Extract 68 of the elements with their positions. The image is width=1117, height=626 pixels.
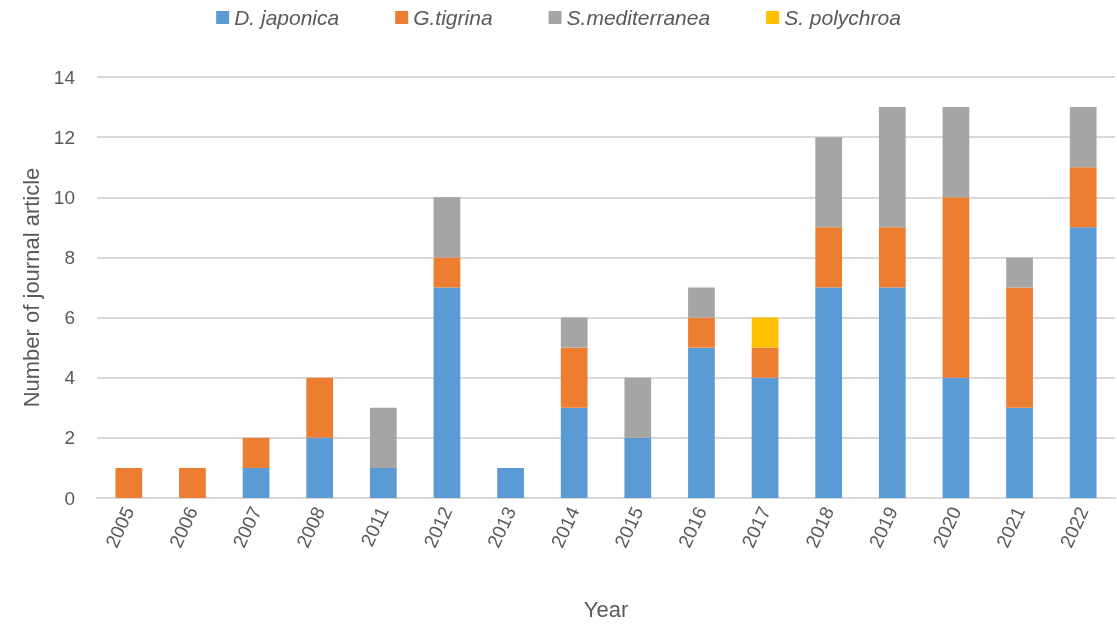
bar <box>497 467 524 498</box>
x-axis-title: Year <box>583 596 629 622</box>
x-tick-label: 2018 <box>801 503 839 551</box>
legend-label: S. polychroa <box>784 6 901 29</box>
bar <box>751 347 779 378</box>
y-tick-label: 10 <box>53 186 75 208</box>
x-tick-label: 2019 <box>864 503 902 551</box>
y-tick-label: 0 <box>64 487 75 509</box>
x-tick-label: 2020 <box>928 503 966 551</box>
y-tick-label: 8 <box>64 246 75 268</box>
bar <box>815 287 843 498</box>
y-tick-label: 2 <box>64 427 75 449</box>
y-tick-label: 12 <box>53 126 75 148</box>
legend-label: D. japonica <box>234 6 340 29</box>
bar <box>751 317 779 348</box>
x-tick-label: 2016 <box>674 503 711 551</box>
bar <box>815 137 843 228</box>
y-axis-title: Number of journal article <box>19 167 45 408</box>
bar <box>369 407 397 468</box>
bar <box>624 437 652 498</box>
x-tick-label: 2012 <box>419 503 457 551</box>
x-tick-label: 2015 <box>610 503 648 551</box>
bar <box>433 257 461 288</box>
bar <box>560 347 588 408</box>
bar <box>942 107 970 198</box>
bar <box>179 467 206 498</box>
bar <box>1006 407 1033 498</box>
bar <box>878 287 906 498</box>
bar <box>560 317 588 348</box>
x-tick-label: 2017 <box>737 503 775 551</box>
y-tick-label: 14 <box>53 66 76 88</box>
bar <box>1069 227 1097 498</box>
legend-label: G.tigrina <box>413 6 493 29</box>
bar <box>433 287 461 498</box>
bar <box>560 407 588 498</box>
bar <box>306 377 334 438</box>
bar <box>369 467 397 498</box>
bar <box>624 377 652 438</box>
bar <box>433 197 461 258</box>
bar <box>1069 167 1097 228</box>
x-tick-label: 2021 <box>992 503 1030 551</box>
bar <box>115 467 143 498</box>
x-tick-label: 2007 <box>228 503 266 551</box>
bar <box>688 317 715 348</box>
bar <box>1006 287 1033 408</box>
x-tick-label: 2022 <box>1055 503 1093 551</box>
legend-label: S.mediterranea <box>566 6 711 29</box>
bar <box>242 467 270 498</box>
x-tick-label: 2006 <box>165 503 202 551</box>
y-tick-label: 6 <box>64 307 75 329</box>
bar <box>878 107 906 228</box>
y-tick-label: 4 <box>64 367 76 389</box>
bar <box>306 437 334 498</box>
bar <box>1006 257 1033 288</box>
bar <box>688 287 715 318</box>
x-tick-label: 2013 <box>483 503 521 551</box>
bar <box>815 227 843 288</box>
x-tick-label: 2005 <box>101 503 139 551</box>
bar <box>1069 107 1097 168</box>
x-tick-label: 2014 <box>546 503 584 551</box>
bar <box>242 437 270 468</box>
x-tick-label: 2008 <box>292 503 330 551</box>
bar <box>942 197 970 378</box>
bar <box>878 227 906 288</box>
bar <box>688 347 715 498</box>
bar <box>942 377 970 498</box>
x-tick-label: 2011 <box>356 503 393 550</box>
bar <box>751 377 779 498</box>
